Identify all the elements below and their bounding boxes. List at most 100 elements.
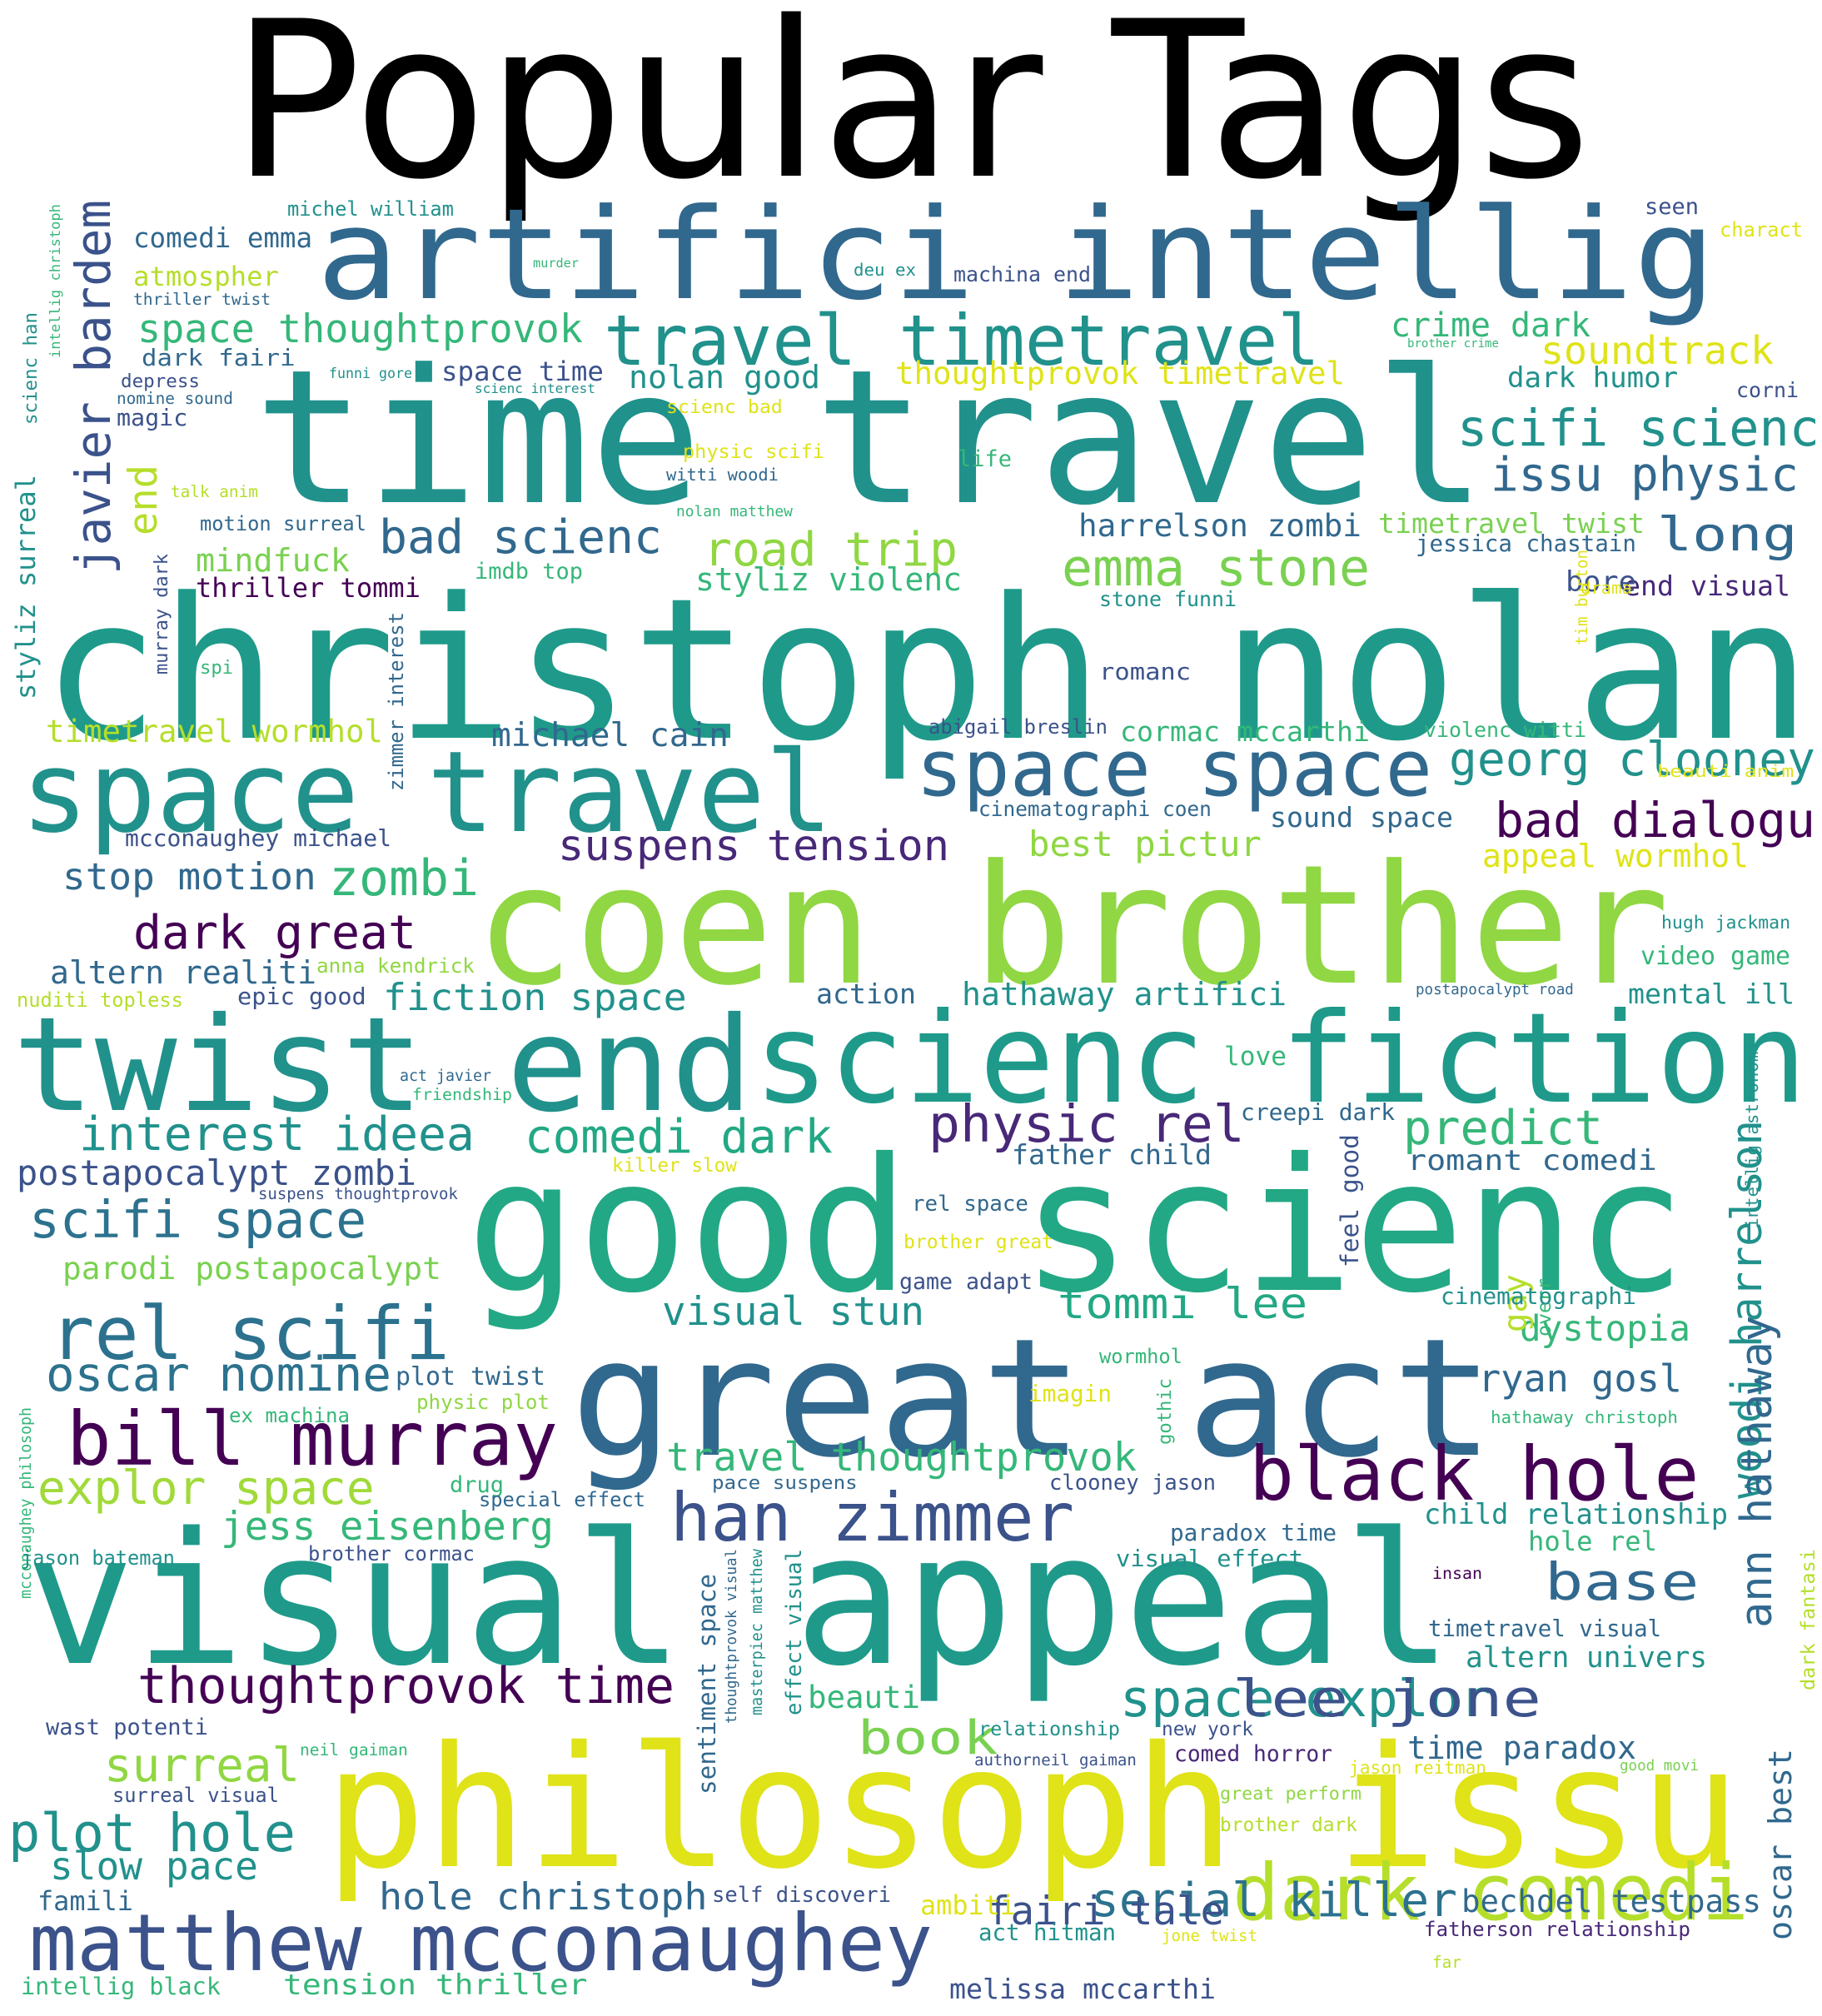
word-great-act: great act (570, 1303, 1495, 1494)
word-michel-william: michel william (287, 197, 454, 221)
word-depress: depress (121, 370, 200, 392)
word-melissa-mccarthi: melissa mccarthi (949, 1973, 1216, 2005)
word-brother-dark: brother dark (1220, 1814, 1357, 1836)
word-corni: corni (1736, 377, 1799, 402)
word-styliz-surreal: styliz surreal (10, 475, 42, 699)
word-drama: drama (1581, 578, 1632, 598)
word-christoph-nolan: christoph nolan (42, 556, 1812, 784)
word-nuditi-topless: nuditi topless (17, 988, 183, 1012)
word-serial-killer: serial killer (1091, 1874, 1458, 1928)
word-tommi-lee: tommi lee (1058, 1278, 1308, 1328)
word-comedi-emma: comedi emma (133, 222, 313, 254)
word-jess-eisenberg: jess eisenberg (221, 1503, 554, 1550)
word-imdb-top: imdb top (475, 558, 583, 585)
word-issu-physic: issu physic (1491, 447, 1799, 502)
word-styliz-violenc: styliz violenc (695, 560, 963, 598)
word-timetravel-wormhol: timetravel wormhol (46, 712, 384, 749)
word-scifi-space: scifi space (29, 1190, 367, 1250)
word-predict: predict (1403, 1101, 1603, 1156)
word-new-york: new york (1162, 1718, 1253, 1740)
word-insan: insan (1432, 1563, 1482, 1583)
word-gothic: gothic (1154, 1378, 1176, 1445)
word-funni-gore: funni gore (329, 365, 412, 381)
word-friendship: friendship (412, 1084, 512, 1104)
word-comedi-dark: comedi dark (525, 1109, 833, 1164)
word-explor-space: explor space (37, 1461, 375, 1516)
word-ambiti: ambiti (920, 1889, 1016, 1921)
word-anna-kendrick: anna kendrick (316, 953, 475, 978)
word-epic-good: epic good (237, 982, 366, 1010)
word-road-trip: road trip (704, 522, 958, 577)
word-child-relationship: child relationship (1424, 1498, 1728, 1531)
word-far: far (1432, 1953, 1461, 1972)
word-space-space: space space (916, 724, 1433, 814)
word-scienc-bad: scienc bad (666, 396, 783, 418)
word-mcconaughey-michael: mcconaughey michael (125, 824, 391, 852)
word-bore: bore (1566, 565, 1636, 598)
word-dark-humor: dark humor (1507, 361, 1679, 394)
word-brother-cormac: brother cormac (308, 1542, 475, 1566)
word-act-hitman: act hitman (978, 1920, 1116, 1946)
word-plot-twist: plot twist (396, 1362, 545, 1391)
word-end-visual: end visual (1624, 570, 1790, 602)
word-comed-horror: comed horror (1174, 1741, 1332, 1767)
word-nomine-sound: nomine sound (117, 389, 233, 408)
word-love: love (1224, 1041, 1287, 1072)
word-interest-ideea: interest ideea (79, 1108, 475, 1162)
word-romant-comedi: romant comedi (1407, 1144, 1657, 1177)
word-romanc: romanc (1099, 657, 1192, 685)
word-han-zimmer: han zimmer (670, 1477, 1074, 1556)
word-time-paradox: time paradox (1407, 1729, 1636, 1766)
word-jason-reitman: jason reitman (1349, 1756, 1486, 1778)
word-base: base (1545, 1551, 1700, 1612)
word-magic: magic (117, 403, 188, 431)
word-charact: charact (1720, 218, 1803, 241)
word-javier-bardem: javier bardem (66, 199, 122, 575)
word-hugh-jackman: hugh jackman (1661, 913, 1790, 933)
word-jason-bateman: jason bateman (21, 1546, 175, 1570)
word-hathaway-christoph: hathaway christoph (1491, 1406, 1678, 1427)
word-surreal: surreal (104, 1738, 301, 1793)
word-thriller-twist: thriller twist (133, 289, 271, 309)
word-great-perform: great perform (1220, 1783, 1362, 1804)
word-postapocalypt-road: postapocalypt road (1416, 982, 1574, 998)
word-violenc-witti: violenc witti (1424, 717, 1586, 742)
word-thoughtprovok-visual: thoughtprovok visual (724, 1549, 740, 1724)
page-title: Popular Tags (231, 0, 1591, 227)
word-relationship: relationship (978, 1717, 1120, 1740)
word-altern-univers: altern univers (1466, 1641, 1708, 1675)
word-scienc-interest: scienc interest (475, 380, 595, 396)
word-travel-thoughtprovok: travel thoughtprovok (666, 1434, 1137, 1481)
word-stone-funni: stone funni (1099, 587, 1237, 611)
word-tension-thriller: tension thriller (283, 1969, 588, 2001)
word-beauti: beauti (808, 1679, 921, 1715)
word-atmospher: atmospher (133, 260, 279, 292)
word-dystopia: dystopia (1520, 1307, 1690, 1350)
word-suspens-thoughtprovok: suspens thoughtprovok (258, 1185, 458, 1203)
word-ex-machina: ex machina (229, 1403, 350, 1427)
word-space-thoughtprovok: space thoughtprovok (137, 306, 583, 352)
word-good-scienc: good scienc (466, 1120, 1687, 1334)
word-visual-effect: visual effect (1116, 1544, 1304, 1572)
word-twist-end: twist end (12, 988, 754, 1141)
word-intellig-astronomi: intellig astronomi (1742, 1041, 1762, 1228)
word-black-hole: black hole (1249, 1431, 1700, 1518)
word-matthew-mcconaughey: matthew mcconaughey (29, 1897, 933, 1989)
word-book: book (858, 1711, 998, 1765)
word-murray-dark: murray dark (151, 554, 172, 674)
word-mental-ill: mental ill (1628, 978, 1795, 1010)
word-killer-slow: killer slow (612, 1154, 737, 1177)
word-space-travel: space travel (21, 727, 834, 858)
word-oscar-best: oscar best (1762, 1748, 1800, 1940)
word-nolan-good: nolan good (629, 359, 821, 396)
word-fatherson-relationship: fatherson relationship (1424, 1917, 1690, 1941)
word-scifi-scienc: scifi scienc (1457, 400, 1820, 458)
word-seen: seen (1645, 194, 1699, 220)
word-neil-gaiman: neil gaiman (300, 1740, 408, 1760)
word-michael-cain: michael cain (491, 716, 729, 754)
word-bechdel-testpass: bechdel testpass (1461, 1883, 1762, 1919)
word-soundtrack: soundtrack (1541, 327, 1774, 373)
word-special-effect: special effect (479, 1488, 645, 1511)
word-motion-surreal: motion surreal (200, 512, 366, 535)
